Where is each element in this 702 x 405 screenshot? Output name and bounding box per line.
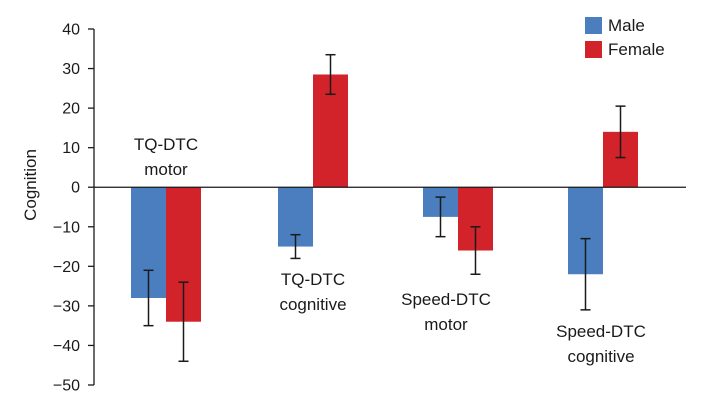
category-label-line1: TQ-DTC xyxy=(281,270,345,289)
y-tick-label: −20 xyxy=(53,259,80,276)
y-axis-title: Cognition xyxy=(21,149,40,221)
category-label-line2: motor xyxy=(144,160,188,179)
y-tick-label: 0 xyxy=(71,180,80,197)
category-label-line1: Speed-DTC xyxy=(556,322,646,341)
legend-swatch-female xyxy=(585,41,602,58)
legend-label-female: Female xyxy=(608,40,665,59)
category-label-line1: Speed-DTC xyxy=(401,290,491,309)
y-tick-label: 40 xyxy=(62,22,80,39)
y-tick-label: 10 xyxy=(62,140,80,157)
y-tick-label: 30 xyxy=(62,61,80,78)
y-tick-label: −50 xyxy=(53,378,80,395)
legend: Male Female xyxy=(585,16,665,59)
category-label-line2: cognitive xyxy=(279,295,346,314)
bars xyxy=(131,74,638,322)
y-tick-label: −30 xyxy=(53,298,80,315)
category-label-line1: TQ-DTC xyxy=(134,135,198,154)
category-labels: TQ-DTC motor TQ-DTC cognitive Speed-DTC motor… xyxy=(134,135,646,366)
y-axis: 40 30 20 10 0 −10 −20 −30 −40 −50 xyxy=(53,22,95,395)
y-tick-label: 20 xyxy=(62,101,80,118)
category-label-line2: motor xyxy=(424,315,468,334)
error-bars xyxy=(143,53,626,363)
y-tick-label: −10 xyxy=(53,219,80,236)
legend-label-male: Male xyxy=(608,16,645,35)
y-tick-label: −40 xyxy=(53,338,80,355)
legend-swatch-male xyxy=(585,17,602,34)
category-label-line2: cognitive xyxy=(567,347,634,366)
